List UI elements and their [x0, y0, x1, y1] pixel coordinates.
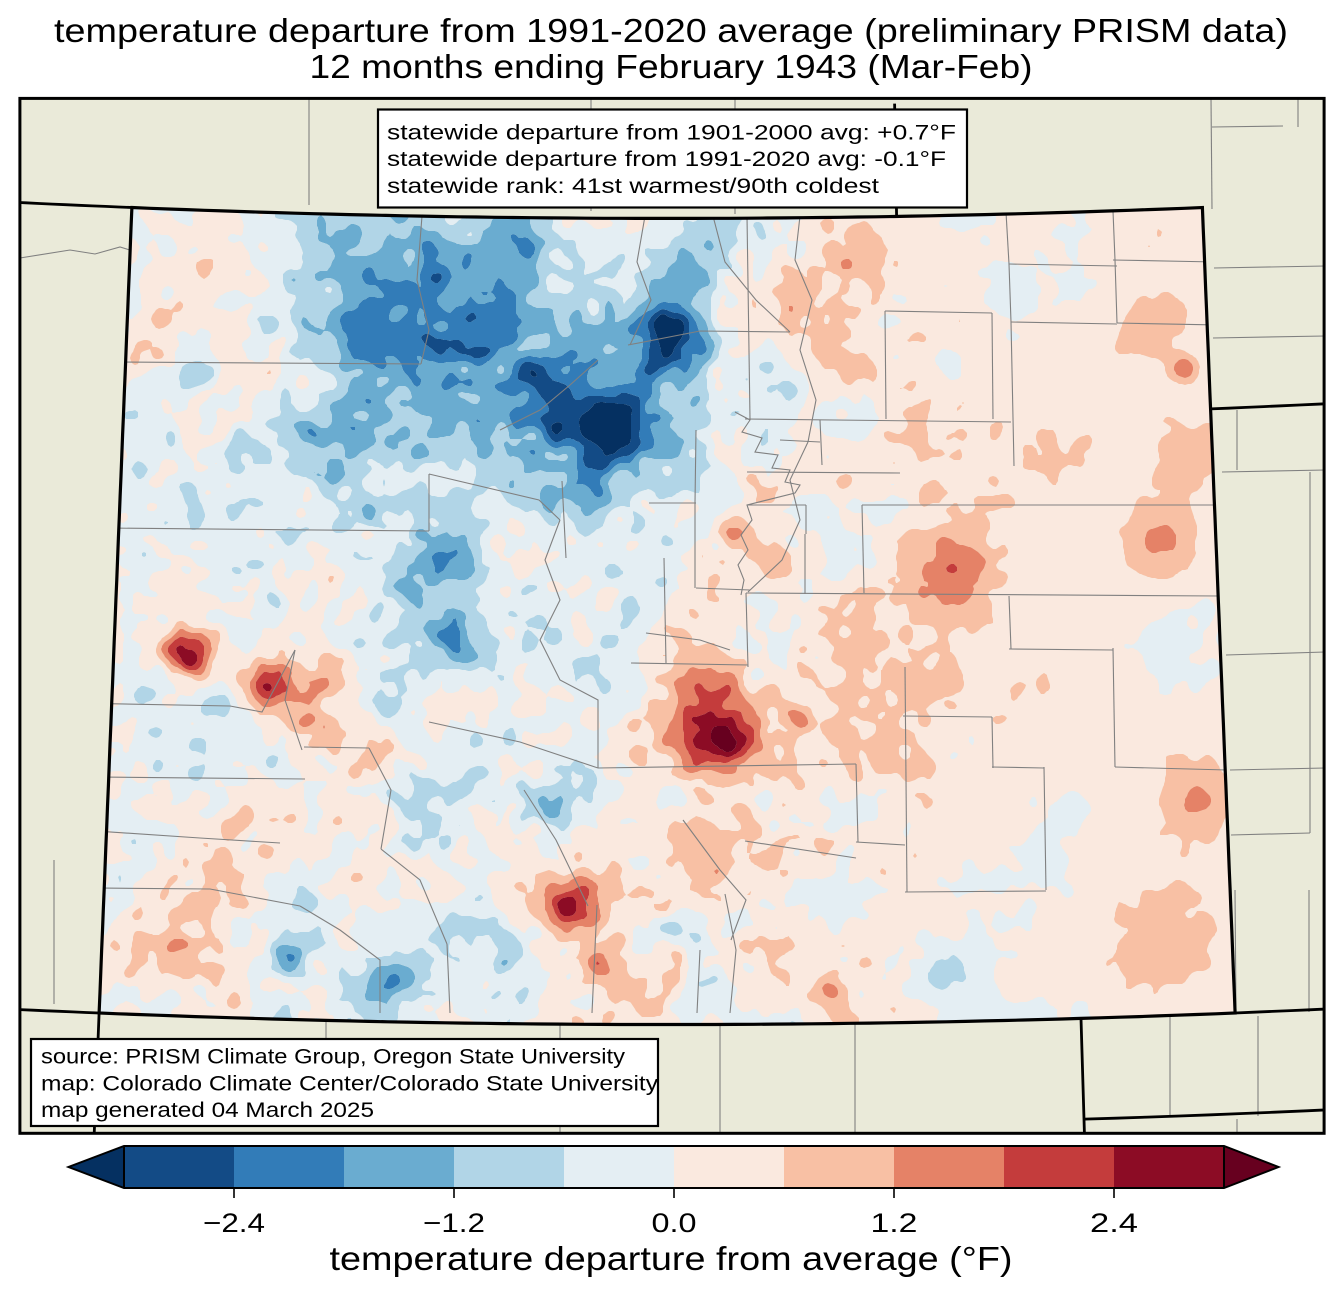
svg-text:temperature departure from ave: temperature departure from average (°F) [330, 1240, 1013, 1277]
svg-text:12 months ending February 1943: 12 months ending February 1943 (Mar-Feb) [310, 48, 1033, 85]
svg-text:0.0: 0.0 [652, 1208, 697, 1238]
svg-text:−2.4: −2.4 [203, 1208, 265, 1238]
svg-text:2.4: 2.4 [1090, 1208, 1138, 1238]
svg-text:statewide rank: 41st warmest/9: statewide rank: 41st warmest/90th coldes… [387, 174, 879, 198]
svg-text:source: PRISM Climate Group, O: source: PRISM Climate Group, Oregon Stat… [41, 1045, 625, 1069]
svg-text:statewide departure from 1991-: statewide departure from 1991-2020 avg: … [387, 147, 946, 171]
svg-text:map generated 04 March 2025: map generated 04 March 2025 [41, 1098, 374, 1122]
svg-text:statewide departure from 1901-: statewide departure from 1901-2000 avg: … [387, 121, 956, 145]
svg-text:temperature departure from 199: temperature departure from 1991-2020 ave… [54, 12, 1288, 49]
svg-text:1.2: 1.2 [871, 1208, 918, 1238]
svg-text:−1.2: −1.2 [423, 1208, 485, 1238]
svg-text:map: Colorado Climate Center/C: map: Colorado Climate Center/Colorado St… [41, 1072, 658, 1096]
